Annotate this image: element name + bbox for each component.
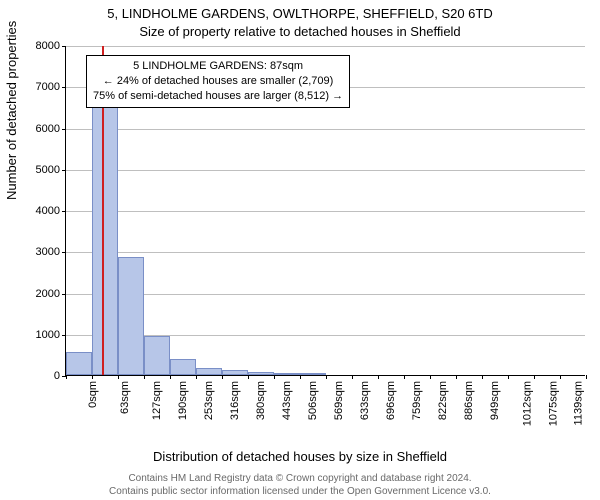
gridline (66, 129, 585, 130)
xtick-mark (352, 375, 353, 379)
histogram-bar (274, 373, 300, 375)
ytick-mark (62, 294, 66, 295)
license-line-1: Contains HM Land Registry data © Crown c… (128, 473, 471, 484)
ytick-label: 0 (54, 370, 60, 382)
histogram-bar (66, 352, 92, 375)
xtick-label: 633sqm (359, 381, 371, 420)
xtick-mark (326, 375, 327, 379)
xtick-label: 253sqm (203, 381, 215, 420)
xtick-mark (378, 375, 379, 379)
info-line-2: ← 24% of detached houses are smaller (2,… (93, 74, 343, 89)
histogram-bar (248, 372, 274, 375)
info-box: 5 LINDHOLME GARDENS: 87sqm ← 24% of deta… (86, 55, 350, 108)
xtick-mark (66, 375, 67, 379)
ytick-label: 8000 (36, 40, 60, 52)
histogram-bar (92, 107, 118, 375)
xtick-mark (482, 375, 483, 379)
xtick-label: 696sqm (385, 381, 397, 420)
plot-area: 0100020003000400050006000700080000sqm63s… (65, 46, 585, 376)
gridline (66, 252, 585, 253)
ytick-label: 7000 (36, 81, 60, 93)
xtick-mark (404, 375, 405, 379)
xtick-label: 822sqm (437, 381, 449, 420)
xtick-label: 63sqm (119, 381, 131, 414)
xtick-mark (118, 375, 119, 379)
ytick-label: 5000 (36, 164, 60, 176)
xtick-mark (222, 375, 223, 379)
xtick-label: 949sqm (489, 381, 501, 420)
ytick-label: 2000 (36, 288, 60, 300)
ytick-label: 3000 (36, 246, 60, 258)
histogram-bar (222, 370, 248, 375)
ytick-mark (62, 129, 66, 130)
ytick-label: 4000 (36, 205, 60, 217)
xtick-mark (92, 375, 93, 379)
ytick-mark (62, 170, 66, 171)
xtick-mark (196, 375, 197, 379)
xtick-label: 127sqm (151, 381, 163, 420)
ytick-label: 6000 (36, 123, 60, 135)
y-axis-label: Number of detached properties (4, 21, 19, 200)
xtick-label: 0sqm (87, 381, 99, 408)
xtick-label: 316sqm (229, 381, 241, 420)
xtick-mark (170, 375, 171, 379)
chart-container: 5, LINDHOLME GARDENS, OWLTHORPE, SHEFFIE… (0, 0, 600, 500)
license-line-2: Contains public sector information licen… (109, 486, 491, 497)
gridline (66, 170, 585, 171)
xtick-label: 190sqm (177, 381, 189, 420)
xtick-label: 443sqm (281, 381, 293, 420)
xtick-label: 1012sqm (521, 381, 533, 426)
xtick-label: 1075sqm (547, 381, 559, 426)
xtick-label: 569sqm (333, 381, 345, 420)
histogram-bar (196, 368, 222, 375)
ytick-mark (62, 46, 66, 47)
xtick-mark (274, 375, 275, 379)
ytick-mark (62, 211, 66, 212)
xtick-mark (508, 375, 509, 379)
x-axis-label: Distribution of detached houses by size … (0, 449, 600, 464)
xtick-mark (560, 375, 561, 379)
histogram-bar (144, 336, 170, 375)
ytick-mark (62, 335, 66, 336)
histogram-bar (118, 257, 144, 375)
info-line-1: 5 LINDHOLME GARDENS: 87sqm (93, 59, 343, 74)
xtick-label: 759sqm (411, 381, 423, 420)
xtick-mark (300, 375, 301, 379)
chart-title-line2: Size of property relative to detached ho… (0, 24, 600, 39)
xtick-mark (586, 375, 587, 379)
histogram-bar (300, 373, 326, 375)
xtick-label: 886sqm (463, 381, 475, 420)
info-line-3: 75% of semi-detached houses are larger (… (93, 89, 343, 104)
xtick-mark (456, 375, 457, 379)
xtick-mark (248, 375, 249, 379)
ytick-label: 1000 (36, 329, 60, 341)
xtick-label: 380sqm (255, 381, 267, 420)
chart-title-line1: 5, LINDHOLME GARDENS, OWLTHORPE, SHEFFIE… (0, 6, 600, 21)
xtick-mark (534, 375, 535, 379)
gridline (66, 46, 585, 47)
xtick-label: 1139sqm (572, 381, 584, 425)
ytick-mark (62, 252, 66, 253)
xtick-mark (144, 375, 145, 379)
xtick-mark (430, 375, 431, 379)
xtick-label: 506sqm (307, 381, 319, 420)
histogram-bar (170, 359, 196, 375)
ytick-mark (62, 87, 66, 88)
license-text: Contains HM Land Registry data © Crown c… (0, 473, 600, 498)
gridline (66, 211, 585, 212)
